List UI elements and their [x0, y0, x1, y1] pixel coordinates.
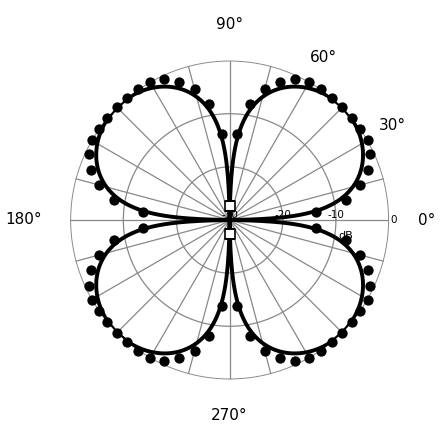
Text: 90°: 90° — [216, 17, 243, 32]
Point — [367, 282, 374, 289]
Point — [205, 333, 213, 340]
Point — [191, 347, 198, 354]
Point — [357, 125, 364, 132]
Point — [234, 130, 241, 137]
Point — [348, 319, 355, 326]
Point — [292, 76, 299, 83]
Point — [246, 100, 253, 107]
Point — [234, 303, 241, 310]
Point — [312, 224, 319, 231]
Point — [292, 357, 299, 364]
Point — [342, 196, 349, 203]
Point — [276, 78, 283, 85]
Text: 0°: 0° — [418, 213, 435, 227]
Point — [95, 125, 103, 132]
Point — [104, 114, 111, 121]
Point — [357, 308, 364, 315]
Text: 270°: 270° — [211, 408, 248, 423]
Text: 180°: 180° — [5, 213, 41, 227]
Point — [114, 329, 121, 336]
Text: -20: -20 — [274, 210, 291, 220]
Point — [339, 329, 346, 336]
Point — [88, 296, 95, 303]
Point — [342, 237, 349, 244]
Text: 30°: 30° — [379, 118, 406, 133]
Point — [147, 355, 154, 362]
Point — [306, 355, 313, 362]
Point — [110, 237, 117, 244]
Point — [367, 151, 374, 158]
Point — [329, 94, 336, 101]
Point — [226, 230, 233, 237]
Point — [135, 347, 142, 354]
Text: dB: dB — [338, 231, 353, 242]
Point — [124, 94, 131, 101]
Point — [276, 355, 283, 362]
Point — [348, 114, 355, 121]
Point — [364, 166, 371, 173]
Point — [147, 78, 154, 85]
Point — [104, 319, 111, 326]
Point — [161, 76, 168, 83]
Point — [85, 151, 92, 158]
Point — [95, 308, 103, 315]
Text: -30: -30 — [221, 210, 238, 220]
Text: -10: -10 — [327, 210, 345, 220]
Point — [135, 86, 142, 93]
Point — [357, 181, 364, 188]
Point — [191, 86, 198, 93]
Point — [140, 209, 147, 216]
Point — [306, 78, 313, 85]
Point — [318, 86, 325, 93]
Text: 0: 0 — [391, 215, 397, 225]
Point — [219, 130, 226, 137]
Point — [357, 252, 364, 259]
Point — [261, 86, 268, 93]
Point — [88, 267, 95, 274]
Point — [226, 203, 233, 210]
Point — [364, 296, 371, 303]
Point — [124, 339, 131, 346]
Point — [246, 333, 253, 340]
Point — [364, 267, 371, 274]
Point — [364, 137, 371, 144]
Point — [114, 104, 121, 111]
Point — [176, 78, 183, 85]
Point — [95, 252, 103, 259]
Point — [88, 166, 95, 173]
Point — [312, 209, 319, 216]
Point — [205, 100, 213, 107]
Point — [88, 137, 95, 144]
Point — [261, 347, 268, 354]
Point — [95, 181, 103, 188]
Point — [329, 339, 336, 346]
Point — [219, 303, 226, 310]
Point — [110, 196, 117, 203]
Point — [318, 347, 325, 354]
Point — [339, 104, 346, 111]
Point — [140, 224, 147, 231]
Point — [176, 355, 183, 362]
Text: 60°: 60° — [310, 50, 337, 65]
Point — [85, 282, 92, 289]
Point — [161, 357, 168, 364]
